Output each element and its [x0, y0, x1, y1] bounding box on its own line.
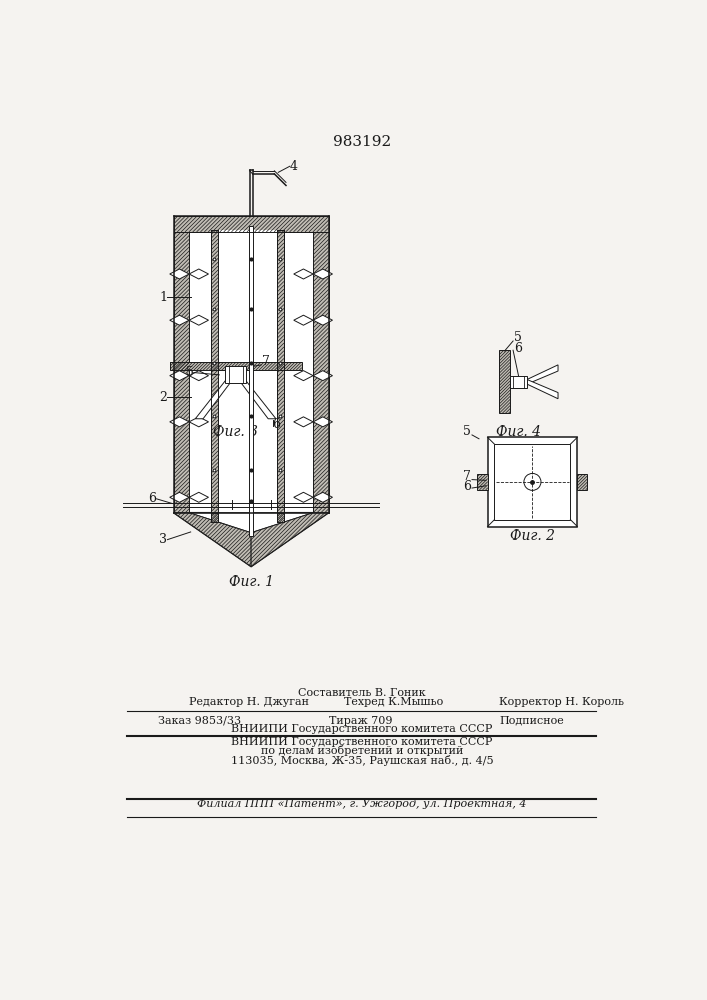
Text: 6: 6 — [148, 492, 156, 505]
Polygon shape — [170, 315, 189, 325]
Text: Техред К.Мышьо: Техред К.Мышьо — [344, 697, 443, 707]
Polygon shape — [477, 474, 488, 490]
Polygon shape — [170, 371, 189, 381]
Polygon shape — [170, 362, 301, 370]
Polygon shape — [276, 513, 284, 522]
Polygon shape — [174, 216, 329, 232]
Polygon shape — [225, 366, 247, 383]
Polygon shape — [510, 376, 527, 388]
Polygon shape — [189, 513, 313, 533]
Text: Корректор Н. Король: Корректор Н. Король — [499, 697, 624, 707]
Text: Заказ 9853/33: Заказ 9853/33 — [158, 716, 241, 726]
Text: Фиг. 4: Фиг. 4 — [496, 425, 541, 439]
Text: Филиал ППП «Патент», г. Ужгород, ул. Проектная, 4: Филиал ППП «Патент», г. Ужгород, ул. Про… — [197, 799, 527, 809]
Text: Фиг. 1: Фиг. 1 — [228, 575, 274, 589]
Polygon shape — [174, 232, 189, 513]
Polygon shape — [174, 513, 329, 567]
Polygon shape — [313, 315, 332, 325]
Text: Редактор Н. Джуган: Редактор Н. Джуган — [189, 697, 309, 707]
Polygon shape — [527, 379, 558, 399]
Text: 6: 6 — [463, 480, 472, 493]
Text: 7: 7 — [262, 355, 270, 368]
Text: ВНИИПИ Государственного комитета СССР: ВНИИПИ Государственного комитета СССР — [231, 724, 493, 734]
Text: 113035, Москва, Ж-35, Раушская наб., д. 4/5: 113035, Москва, Ж-35, Раушская наб., д. … — [230, 755, 493, 766]
Text: 3: 3 — [159, 533, 168, 546]
Polygon shape — [313, 269, 332, 279]
Polygon shape — [293, 315, 313, 325]
Polygon shape — [211, 230, 218, 522]
Text: 6: 6 — [514, 342, 522, 355]
Polygon shape — [293, 492, 313, 502]
Text: 1: 1 — [159, 291, 168, 304]
Polygon shape — [170, 492, 189, 502]
Text: 5: 5 — [186, 366, 194, 379]
Polygon shape — [195, 373, 238, 419]
Polygon shape — [499, 350, 510, 413]
Circle shape — [524, 473, 541, 490]
Text: Тираж 709: Тираж 709 — [329, 716, 392, 726]
Text: ВНИИПИ Государственного комитета СССР: ВНИИПИ Государственного комитета СССР — [231, 737, 493, 747]
Polygon shape — [488, 437, 578, 527]
Text: 5: 5 — [463, 425, 472, 438]
Text: 4: 4 — [290, 160, 298, 173]
Polygon shape — [527, 365, 558, 384]
Polygon shape — [276, 230, 284, 522]
Polygon shape — [189, 492, 209, 502]
Polygon shape — [313, 232, 329, 513]
Polygon shape — [578, 474, 588, 490]
Polygon shape — [293, 417, 313, 427]
Text: 983192: 983192 — [333, 135, 391, 149]
Polygon shape — [189, 315, 209, 325]
Text: 7: 7 — [463, 470, 472, 483]
Text: 6: 6 — [272, 418, 280, 431]
Polygon shape — [211, 513, 218, 522]
Polygon shape — [189, 269, 209, 279]
Polygon shape — [189, 371, 209, 381]
Polygon shape — [293, 371, 313, 381]
Polygon shape — [313, 417, 332, 427]
Text: 5: 5 — [514, 331, 522, 344]
Polygon shape — [189, 232, 313, 513]
Polygon shape — [233, 373, 276, 419]
Text: Фиг. 2: Фиг. 2 — [510, 529, 555, 543]
Polygon shape — [293, 269, 313, 279]
Text: Составитель В. Гоник: Составитель В. Гоник — [298, 688, 426, 698]
Polygon shape — [313, 371, 332, 381]
Polygon shape — [170, 417, 189, 427]
Text: по делам изобретений и открытий: по делам изобретений и открытий — [261, 745, 463, 756]
Polygon shape — [170, 269, 189, 279]
Polygon shape — [494, 444, 571, 520]
Text: Подписное: Подписное — [499, 716, 564, 726]
Text: Фиг. 3: Фиг. 3 — [213, 425, 258, 439]
Text: 2: 2 — [160, 391, 168, 404]
Polygon shape — [249, 226, 253, 536]
Polygon shape — [218, 230, 276, 522]
Polygon shape — [174, 513, 251, 567]
Polygon shape — [189, 417, 209, 427]
Polygon shape — [313, 492, 332, 502]
Polygon shape — [251, 513, 329, 567]
